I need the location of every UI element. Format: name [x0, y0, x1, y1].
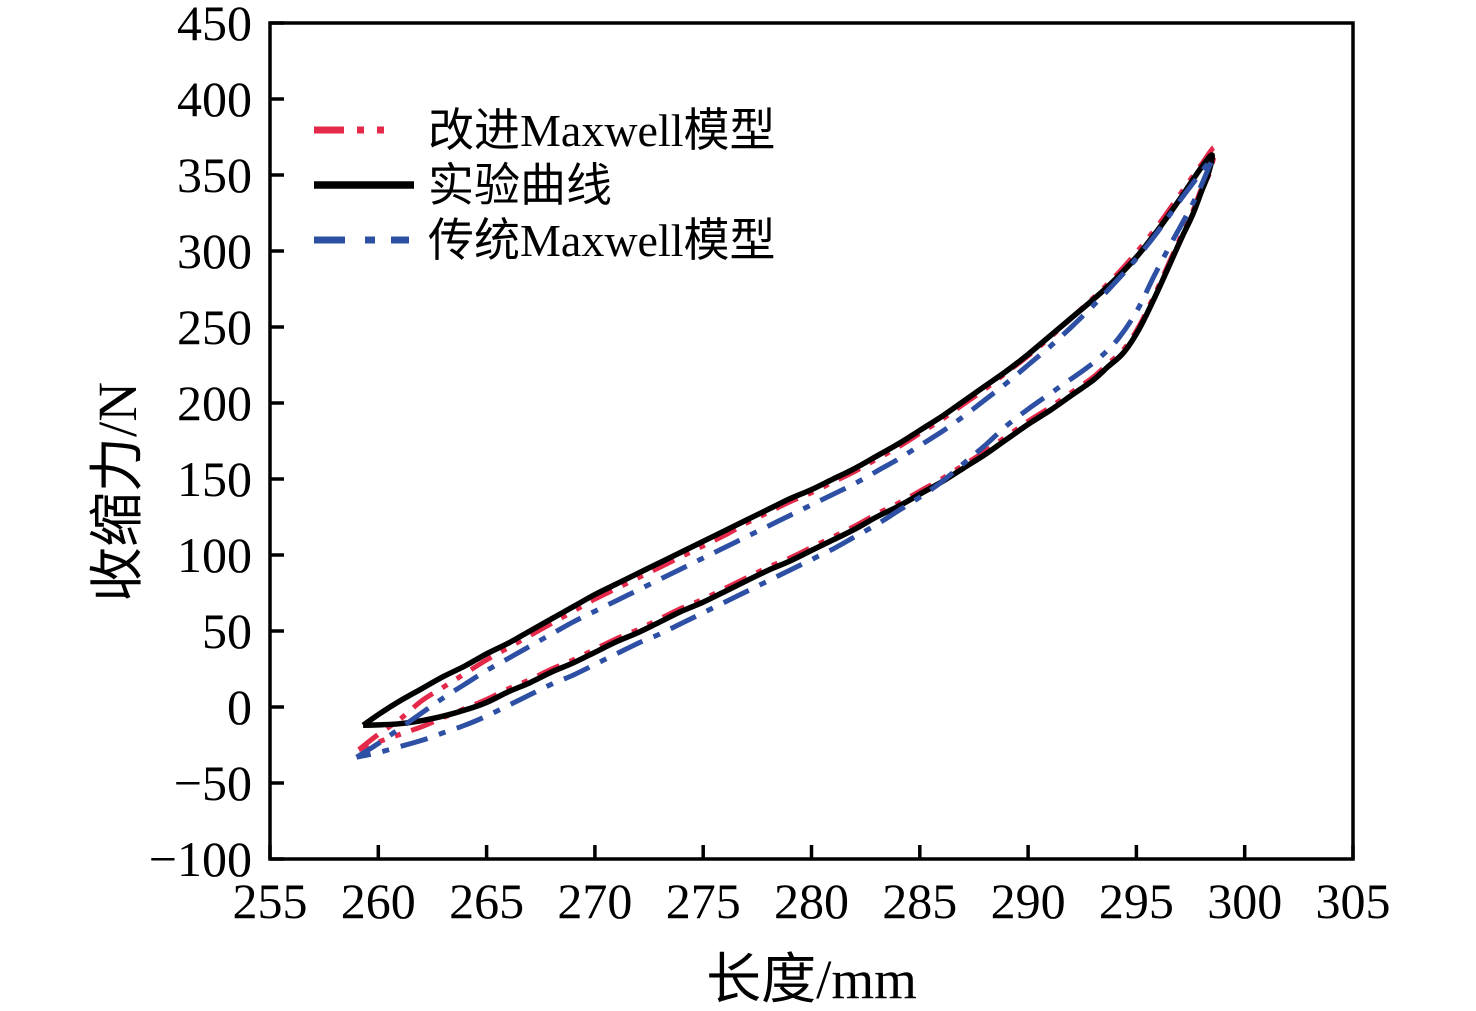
y-tick-label: 200 [177, 375, 252, 431]
series-solid [361, 152, 1216, 728]
x-tick-label: 260 [341, 873, 416, 929]
x-tick-label: 285 [882, 873, 957, 929]
y-tick-label: 100 [177, 527, 252, 583]
y-tick-label: −100 [149, 831, 252, 887]
y-tick-label: 400 [177, 71, 252, 127]
series-curve-0 [357, 145, 1218, 752]
x-tick-label: 300 [1207, 873, 1282, 929]
series-dash-dot-dot [357, 145, 1218, 752]
series-curve-2 [355, 155, 1215, 760]
series-dash-dot [355, 155, 1215, 760]
x-tick-label: 270 [557, 873, 632, 929]
legend-label: 实验曲线 [428, 160, 612, 211]
legend-label: 改进Maxwell模型 [428, 105, 776, 156]
x-tick-label: 280 [774, 873, 849, 929]
x-tick-label: 275 [666, 873, 741, 929]
y-tick-label: 250 [177, 299, 252, 355]
legend-label: 传统Maxwell模型 [428, 215, 776, 266]
legend-item-0: 改进Maxwell模型 [314, 105, 776, 156]
legend-item-1: 实验曲线 [314, 160, 612, 211]
y-tick-label: 350 [177, 147, 252, 203]
series-curve-1 [361, 152, 1216, 728]
y-axis-label: 收缩力/N [87, 381, 148, 603]
y-tick-label: 0 [227, 679, 252, 735]
y-axis: −100 −50 0 50 100 150 200 250 300 350 400 450 [149, 0, 284, 887]
x-tick-label: 255 [233, 873, 308, 929]
x-axis-label: 长度/mm [706, 949, 917, 1010]
legend-item-2: 传统Maxwell模型 [314, 215, 776, 266]
x-tick-label: 305 [1316, 873, 1391, 929]
x-tick-label: 290 [991, 873, 1066, 929]
x-tick-label: 295 [1099, 873, 1174, 929]
y-tick-label: −50 [174, 755, 252, 811]
y-tick-label: 150 [177, 451, 252, 507]
y-tick-label: 450 [177, 0, 252, 51]
y-tick-label: 50 [202, 603, 252, 659]
y-tick-label: 300 [177, 223, 252, 279]
x-axis: 255 260 265 270 275 280 285 290 295 300 305 [233, 845, 1391, 929]
x-tick-label: 265 [449, 873, 524, 929]
